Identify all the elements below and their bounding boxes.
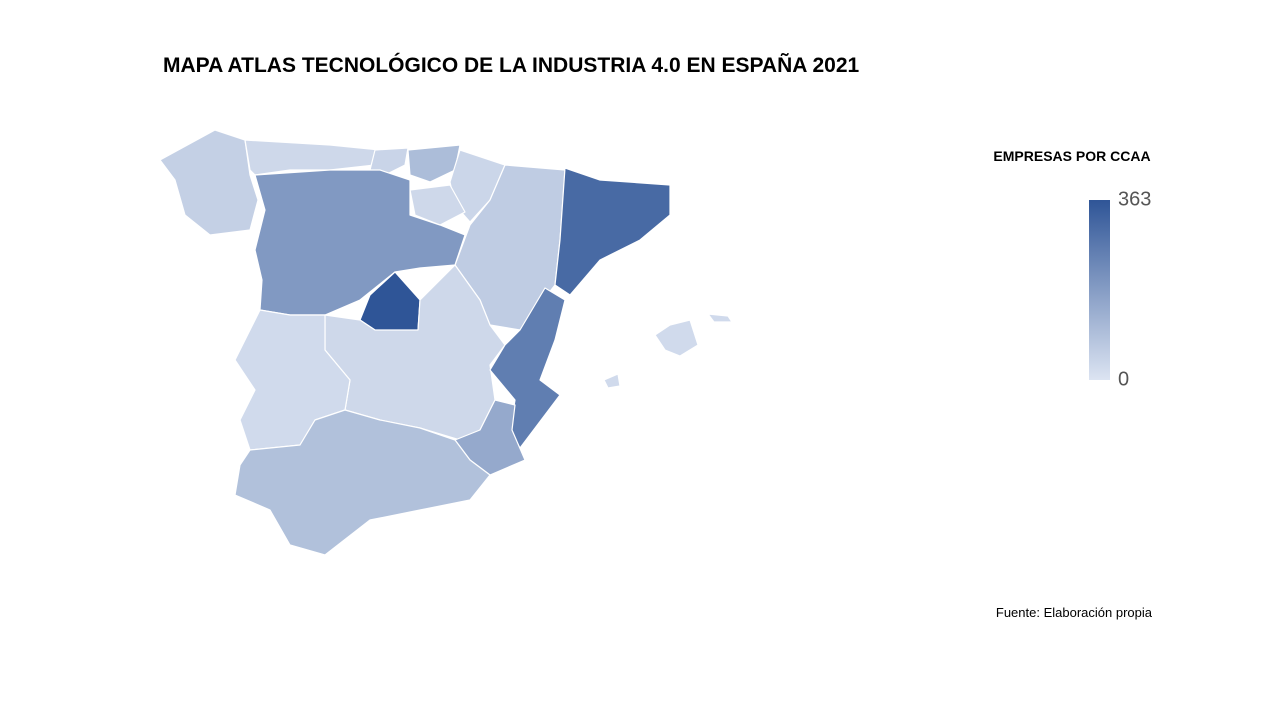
region-shape <box>554 167 671 296</box>
region <box>254 169 466 316</box>
region <box>603 313 733 389</box>
region-shape <box>234 409 491 556</box>
source: Fuente: Elaboración propia <box>996 605 1153 620</box>
region <box>234 409 491 556</box>
region <box>409 184 466 226</box>
region-shape <box>409 184 466 226</box>
region-shape <box>603 373 621 389</box>
region-shape <box>707 313 733 323</box>
legend-title: EMPRESAS POR CCAA <box>993 148 1150 164</box>
region-shape <box>254 169 466 316</box>
color-bar <box>1089 200 1110 380</box>
region-shape <box>654 319 699 357</box>
region <box>407 144 461 183</box>
region-shape <box>159 129 259 236</box>
region-shape <box>407 144 461 183</box>
regions <box>159 129 733 556</box>
region <box>554 167 671 296</box>
region <box>489 287 566 449</box>
legend-tick-label: 363 <box>1118 188 1151 210</box>
region-shape <box>369 147 409 176</box>
legend-tick-label: 0 <box>1118 368 1129 390</box>
region <box>369 147 409 176</box>
region <box>159 129 259 236</box>
region-shape <box>489 287 566 449</box>
map-title: MAPA ATLAS TECNOLÓGICO DE LA INDUSTRIA 4… <box>163 53 860 77</box>
